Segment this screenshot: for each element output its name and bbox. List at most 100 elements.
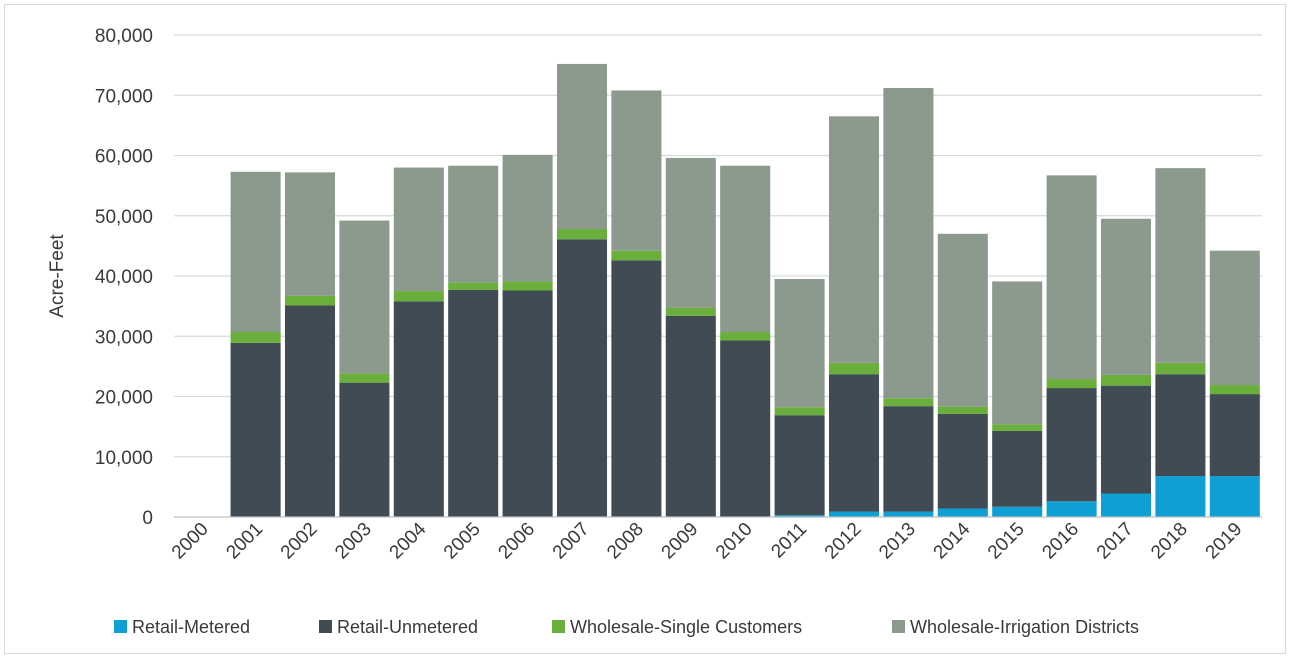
bar-retail-unmetered-2018 (1155, 374, 1206, 477)
bar-wholesale-single-customers-2015 (992, 424, 1043, 431)
x-tick-label: 2004 (386, 518, 431, 563)
x-axis-ticks: 2000 2001 2002 2003 2004 2005 2006 2007 2008 2009… (168, 518, 1246, 563)
y-tick-label: 50,000 (95, 207, 153, 228)
bar-retail-unmetered-2006 (502, 290, 553, 517)
bar-wholesale-single-customers-2011 (774, 407, 825, 416)
bar-wholesale-single-customers-2006 (502, 281, 553, 291)
bar-wholesale-single-customers-2005 (448, 282, 499, 290)
y-axis-label: Acre-Feet (47, 234, 68, 318)
bar-wholesale-irrigation-districts-2019 (1209, 250, 1260, 386)
bar-wholesale-single-customers-2009 (665, 307, 716, 316)
y-tick-label: 30,000 (95, 327, 153, 348)
bar-wholesale-single-customers-2002 (284, 295, 336, 306)
bar-retail-unmetered-2005 (448, 289, 499, 517)
legend: Retail-Metered Retail-Unmetered Wholesale-… (114, 617, 1139, 637)
y-tick-label: 20,000 (95, 388, 153, 409)
bar-wholesale-irrigation-districts-2003 (339, 220, 390, 374)
bar-wholesale-single-customers-2016 (1046, 379, 1097, 389)
x-tick-label: 2019 (1202, 519, 1247, 564)
bar-retail-unmetered-2013 (883, 406, 934, 512)
bar-retail-unmetered-2016 (1046, 388, 1097, 502)
x-tick-label: 2017 (1093, 519, 1138, 564)
legend-label: Wholesale-Single Customers (570, 617, 802, 637)
bar-retail-unmetered-2015 (992, 430, 1043, 507)
y-axis-ticks: 0 10,000 20,000 30,000 40,000 50,000 60,000 70,… (95, 26, 153, 529)
x-tick-label: 2009 (658, 519, 703, 564)
bar-retail-unmetered-2010 (720, 340, 771, 517)
bar-retail-unmetered-2012 (828, 374, 880, 512)
bar-wholesale-irrigation-districts-2017 (1100, 218, 1152, 375)
bar-wholesale-irrigation-districts-2016 (1046, 175, 1097, 380)
x-tick-label: 2003 (331, 519, 376, 564)
bar-retail-unmetered-2014 (937, 413, 988, 509)
y-tick-label: 80,000 (95, 26, 153, 47)
x-tick-label: 2001 (222, 519, 267, 564)
y-tick-label: 10,000 (95, 448, 153, 469)
bar-wholesale-irrigation-districts-2007 (556, 63, 608, 230)
bar-retail-unmetered-2003 (339, 382, 390, 517)
bar-wholesale-single-customers-2018 (1155, 362, 1206, 375)
y-tick-label: 70,000 (95, 86, 153, 107)
x-tick-label: 2000 (168, 519, 213, 564)
bar-wholesale-single-customers-2013 (883, 398, 934, 407)
bar-retail-unmetered-2002 (284, 305, 336, 517)
x-tick-label: 2015 (984, 519, 1029, 564)
x-tick-label: 2013 (875, 519, 920, 564)
bar-wholesale-irrigation-districts-2012 (828, 116, 880, 363)
bar-retail-metered-2016 (1046, 501, 1097, 517)
x-tick-label: 2007 (549, 519, 594, 564)
bar-retail-unmetered-2009 (665, 315, 716, 517)
bar-wholesale-irrigation-districts-2008 (611, 90, 662, 251)
bar-wholesale-irrigation-districts-2015 (992, 281, 1043, 425)
bar-wholesale-irrigation-districts-2006 (502, 154, 553, 282)
bar-retail-metered-2019 (1209, 476, 1260, 517)
bar-retail-metered-2017 (1100, 493, 1152, 517)
bar-wholesale-single-customers-2019 (1209, 385, 1260, 395)
y-tick-label: 0 (142, 508, 153, 529)
legend-swatch (552, 620, 565, 633)
bar-wholesale-single-customers-2001 (230, 332, 281, 343)
bar-wholesale-irrigation-districts-2001 (230, 171, 281, 333)
x-tick-label: 2008 (603, 519, 648, 564)
bar-wholesale-irrigation-districts-2010 (720, 165, 771, 333)
legend-label: Retail-Metered (132, 617, 250, 637)
bar-retail-unmetered-2008 (611, 260, 662, 517)
x-tick-label: 2005 (440, 519, 485, 564)
legend-label: Wholesale-Irrigation Districts (910, 617, 1139, 637)
bar-retail-unmetered-2004 (393, 301, 444, 517)
x-tick-label: 2018 (1147, 519, 1192, 564)
legend-swatch (892, 620, 905, 633)
bar-wholesale-single-customers-2017 (1100, 374, 1152, 386)
x-tick-label: 2002 (277, 519, 322, 564)
bar-wholesale-single-customers-2007 (556, 229, 608, 240)
x-tick-label: 2016 (1038, 519, 1083, 564)
bar-retail-metered-2012 (828, 511, 880, 517)
bar-wholesale-irrigation-districts-2009 (665, 157, 716, 308)
bar-retail-metered-2011 (774, 515, 825, 517)
bar-wholesale-irrigation-districts-2014 (937, 233, 988, 407)
legend-swatch (319, 620, 332, 633)
legend-label: Retail-Unmetered (337, 617, 478, 637)
x-tick-label: 2014 (930, 518, 975, 563)
bar-wholesale-single-customers-2008 (611, 250, 662, 261)
bar-retail-metered-2014 (937, 508, 988, 517)
y-tick-label: 60,000 (95, 147, 153, 168)
bar-wholesale-single-customers-2014 (937, 406, 988, 414)
bar-wholesale-irrigation-districts-2004 (393, 167, 444, 292)
x-tick-label: 2011 (767, 519, 811, 563)
bar-wholesale-single-customers-2012 (828, 362, 880, 375)
bar-wholesale-single-customers-2004 (393, 291, 444, 302)
bar-wholesale-single-customers-2003 (339, 373, 390, 383)
bar-retail-metered-2015 (992, 506, 1043, 517)
y-tick-label: 40,000 (95, 267, 153, 288)
bar-wholesale-irrigation-districts-2002 (284, 172, 336, 296)
x-tick-label: 2012 (821, 519, 866, 564)
bar-wholesale-single-customers-2010 (720, 332, 771, 341)
bar-retail-metered-2013 (883, 511, 934, 517)
legend-swatch (114, 620, 127, 633)
x-tick-label: 2006 (494, 519, 539, 564)
bar-retail-metered-2018 (1155, 476, 1206, 517)
bars (230, 63, 1260, 517)
bar-retail-unmetered-2007 (556, 239, 608, 517)
